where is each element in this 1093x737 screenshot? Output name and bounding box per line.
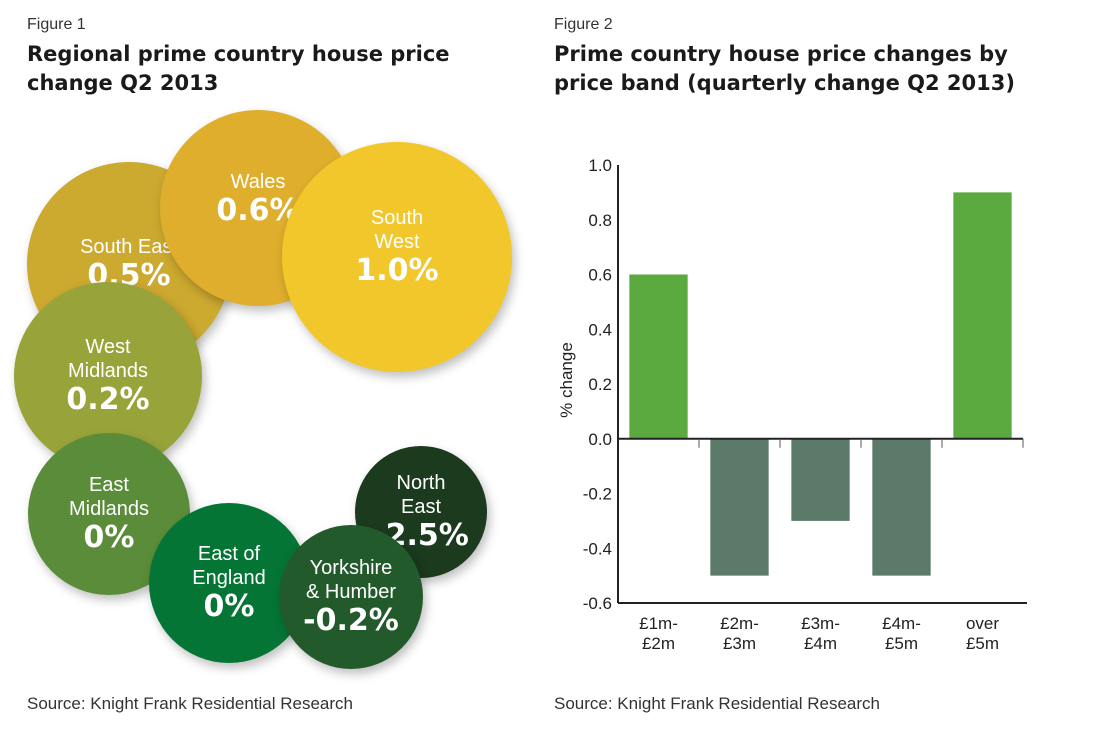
bubble-name: South East <box>80 236 178 258</box>
y-tick-label: 0.4 <box>588 320 612 339</box>
y-tick-label: -0.4 <box>583 539 612 558</box>
bubble-name: South West <box>370 207 424 253</box>
bubble-value: -0.2% <box>303 603 399 638</box>
bubble-name: Wales <box>230 171 286 193</box>
figure2-title-line2: price band (quarterly change Q2 2013) <box>554 71 1015 95</box>
x-tick-label: £5m <box>885 634 918 653</box>
figure2-source: Source: Knight Frank Residential Researc… <box>554 694 880 713</box>
bar <box>791 438 850 521</box>
y-axis-label: % change <box>557 342 576 418</box>
figure1-title-line1: Regional prime country house price <box>27 42 450 66</box>
x-tick-label: £3m- <box>801 614 840 633</box>
x-tick-label: £2m <box>642 634 675 653</box>
figure2-label: Figure 2 <box>554 16 613 33</box>
bubble-name: North East <box>396 472 446 518</box>
figure2-title-line1: Prime country house price changes by <box>554 42 1008 66</box>
x-tick-label: £5m <box>966 634 999 653</box>
y-tick-label: 0.0 <box>588 430 612 449</box>
figure1-source: Source: Knight Frank Residential Researc… <box>27 694 353 713</box>
bubble-name: Yorkshire & Humber <box>305 557 397 603</box>
bubble-name: West Midlands <box>67 336 149 382</box>
figure2-title: Prime country house price changes by pri… <box>554 40 1015 98</box>
figure1-title: Regional prime country house price chang… <box>27 40 450 98</box>
y-tick-label: 0.2 <box>588 375 612 394</box>
figure1-label: Figure 1 <box>27 16 86 33</box>
bubble-value: 1.0% <box>355 253 439 288</box>
bar <box>872 438 931 576</box>
bar <box>629 274 688 439</box>
y-tick-label: 1.0 <box>588 156 612 175</box>
region-bubble-chart: South East 0.5% Wales 0.6% South West 1.… <box>0 110 540 690</box>
y-tick-label: 0.6 <box>588 266 612 285</box>
bubble-yorkshire-humber: Yorkshire & Humber -0.2% <box>279 525 423 669</box>
x-tick-label: £2m- <box>720 614 759 633</box>
x-tick-label: over <box>966 614 999 633</box>
bubble-name: East of England <box>192 543 266 589</box>
bar <box>710 438 769 576</box>
bubble-value: 0.2% <box>66 382 150 417</box>
x-tick-label: £4m- <box>882 614 921 633</box>
y-tick-label: -0.6 <box>583 594 612 613</box>
x-tick-label: £3m <box>723 634 756 653</box>
bubble-value: 0% <box>203 589 255 624</box>
x-tick-label: £4m <box>804 634 837 653</box>
y-tick-label: -0.2 <box>583 485 612 504</box>
bubble-value: 0.6% <box>216 193 300 228</box>
price-band-bar-chart: 1.0 0.8 0.6 0.4 0.2 0.0 -0.2 -0.4 -0.6 £1m-£2m £2… <box>557 156 1027 653</box>
x-tick-label: £1m- <box>639 614 678 633</box>
bar <box>953 192 1012 439</box>
bubble-value: 0% <box>83 520 135 555</box>
y-tick-label: 0.8 <box>588 211 612 230</box>
bubble-name: East Midlands <box>68 474 150 520</box>
bubble-south-west: South West 1.0% <box>282 142 512 372</box>
figure1-title-line2: change Q2 2013 <box>27 71 219 95</box>
